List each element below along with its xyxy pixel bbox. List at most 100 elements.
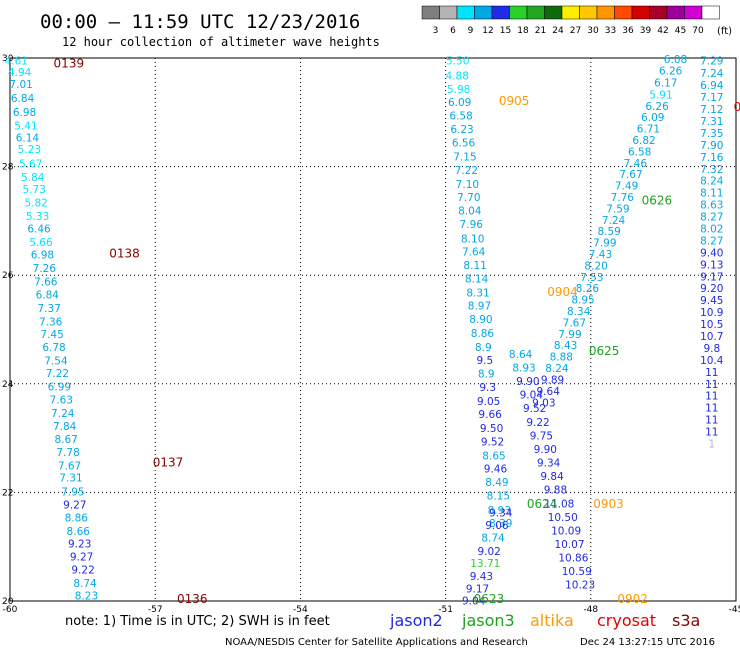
track-values: 4.614.947.016.846.985.416.145.235.675.84…	[5, 54, 724, 607]
swh-value: 5.41	[14, 120, 37, 132]
swh-value: 9.89	[541, 374, 564, 386]
swh-value: 7.37	[38, 303, 61, 315]
swh-value: 7.22	[46, 368, 69, 380]
scale-tick-label: 70	[692, 26, 704, 36]
swh-value: 4.88	[446, 70, 469, 82]
scale-tick-label: 45	[675, 26, 686, 36]
scale-swatch	[649, 5, 668, 20]
swh-value: 6.84	[11, 93, 35, 105]
swh-value: 5.98	[447, 84, 470, 96]
swh-value: 7.59	[606, 203, 629, 215]
swh-value: 8.26	[576, 283, 600, 295]
satellite-legend-item: jason3	[461, 611, 515, 630]
swh-value: 8.74	[73, 578, 97, 590]
scale-tick-label: 39	[640, 26, 652, 36]
swh-value: 8.9	[478, 368, 495, 380]
scale-swatch	[614, 5, 633, 20]
swh-value: 7.46	[624, 158, 648, 170]
swh-value: 7.32	[700, 164, 723, 176]
scale-tick-label: 33	[605, 26, 616, 36]
time-label: 0904	[547, 285, 578, 299]
time-label: 0625	[589, 344, 620, 358]
swh-value: 8.66	[67, 526, 91, 538]
swh-value: 5.91	[649, 89, 672, 101]
swh-value: 6.78	[42, 342, 65, 354]
swh-value: 10.86	[558, 553, 588, 565]
swh-value: 7.31	[59, 473, 82, 485]
swh-value: 7.78	[56, 447, 79, 459]
swh-value: 9.90	[534, 444, 557, 456]
swh-value: 11	[705, 367, 718, 379]
swh-value: 9.04	[462, 595, 486, 607]
swh-value: 7.96	[460, 219, 484, 231]
scale-tick-label: 15	[500, 26, 511, 36]
swh-value: 9.3	[479, 382, 496, 394]
swh-value: 9.75	[530, 430, 553, 442]
swh-value: 8.65	[482, 450, 505, 462]
scale-swatch	[684, 5, 703, 20]
swh-value: 7.63	[50, 395, 73, 407]
swh-value: 4.94	[8, 67, 32, 79]
swh-value: 8.27	[700, 235, 723, 247]
swh-value: 7.24	[51, 408, 75, 420]
scale-swatch	[579, 5, 598, 20]
swh-value: 7.15	[453, 151, 476, 163]
swh-value: 10.5	[700, 319, 723, 331]
swh-value: 9.43	[470, 571, 493, 583]
swh-value: 7.99	[593, 238, 616, 250]
swh-value: 6.98	[31, 250, 54, 262]
swh-value: 7.84	[53, 421, 77, 433]
swh-value: 7.99	[558, 329, 581, 341]
y-tick-label: 28	[2, 163, 14, 173]
scale-swatch	[701, 5, 720, 20]
swh-value: 8.24	[545, 363, 569, 375]
swh-value: 5.84	[21, 172, 45, 184]
swh-value: 7.76	[611, 192, 635, 204]
swh-value: 5.82	[24, 197, 47, 209]
swh-value: 9.34	[537, 458, 561, 470]
swh-value: 11	[705, 391, 718, 403]
swh-value: 8.64	[509, 349, 533, 361]
swh-value: 10.23	[565, 580, 595, 592]
swh-value: 7.95	[61, 486, 84, 498]
footer-note: note: 1) Time is in UTC; 2) SWH is in fe…	[65, 614, 330, 629]
time-label: 0138	[109, 246, 140, 260]
plot-area	[9, 57, 737, 602]
swh-value: 8.93	[488, 505, 511, 517]
swh-value: 9.34	[489, 507, 513, 519]
swh-value: 8.86	[471, 328, 495, 340]
chart-title: 00:00 – 11:59 UTC 12/23/2016	[40, 11, 360, 33]
time-label: 0905	[499, 94, 530, 108]
swh-value: 6.26	[645, 101, 669, 113]
swh-value: 7.12	[700, 104, 723, 116]
swh-value: 8.11	[463, 260, 486, 272]
scale-tick-label: 18	[517, 26, 529, 36]
swh-value: 8.63	[700, 200, 723, 212]
swh-value: 8.97	[468, 301, 491, 313]
swh-value: 6.98	[13, 107, 36, 119]
swh-value: 8.23	[75, 591, 98, 603]
satellite-legend-item: jason2	[389, 611, 443, 630]
swh-value: 9.02	[477, 546, 500, 558]
swh-value: 6.46	[27, 224, 51, 236]
swh-value: 7.67	[58, 460, 81, 472]
swh-value: 7.67	[619, 169, 642, 181]
swh-value: 7.45	[40, 329, 63, 341]
swh-value: 8.14	[465, 273, 489, 285]
scale-swatch	[421, 5, 440, 20]
swh-value: 9.17	[466, 584, 489, 596]
x-tick-label: -45	[729, 605, 740, 615]
swh-value: 7.66	[34, 277, 58, 289]
swh-value: 8.02	[700, 224, 723, 236]
swh-value: 8.15	[487, 491, 510, 503]
swh-value: 8.90	[469, 314, 492, 326]
time-label: 0623	[474, 592, 505, 606]
swh-value: 9.8	[703, 343, 720, 355]
swh-value: 9.50	[480, 423, 503, 435]
swh-value: 5.23	[18, 144, 41, 156]
swh-value: 9.27	[63, 499, 86, 511]
swh-value: 6.09	[448, 97, 471, 109]
swh-value: 5.73	[23, 184, 46, 196]
swh-value: 6.99	[48, 382, 71, 394]
